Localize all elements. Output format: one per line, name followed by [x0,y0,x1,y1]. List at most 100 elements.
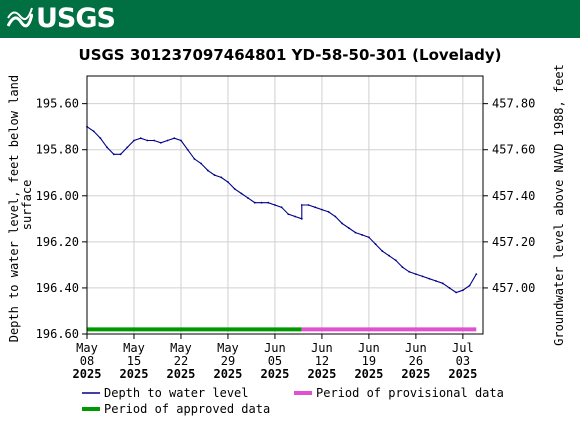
data-point [220,176,223,179]
data-point [354,231,357,234]
data-point [260,201,263,204]
data-point [334,215,337,218]
data-point [200,162,203,165]
x-tick-label: 12 [315,354,329,368]
x-axis: May082025May152025May222025May292025Jun0… [73,334,477,381]
data-point [428,277,431,280]
data-point [146,139,149,142]
data-point [280,206,283,209]
data-point [253,201,256,204]
x-tick-label: 08 [80,354,94,368]
data-point [300,217,303,220]
x-tick-label: 2025 [213,367,242,381]
data-point [394,259,397,262]
right-axis-label: Groundwater level above NAVD 1988, feet [552,64,566,346]
x-tick-label: Jun [358,341,380,355]
data-point [133,139,135,142]
right-tick-label: 457.20 [492,235,535,249]
right-tick-label: 457.80 [492,97,535,111]
x-tick-label: 22 [174,354,188,368]
data-point [421,275,424,278]
data-point [92,130,95,133]
gridlines [87,76,483,334]
data-point [206,169,209,172]
left-tick-label: 196.00 [36,189,79,203]
left-tick-label: 196.40 [36,281,79,295]
left-tick-label: 195.60 [36,97,79,111]
usgs-banner: USGS [0,0,580,38]
series-line-depth [86,126,477,294]
legend-label-depth: Depth to water level [104,386,249,400]
plot-border [86,75,484,335]
left-axis-label-line-2: surface [20,180,34,231]
data-point [361,234,364,236]
x-tick-label: 2025 [167,367,196,381]
data-point [347,227,350,229]
data-point [300,204,303,206]
data-point [227,181,229,183]
data-point [367,236,370,239]
left-tick-label: 196.20 [36,235,79,249]
data-point [267,201,270,204]
x-tick-label: Jun [264,341,286,355]
data-point [294,215,296,218]
left-tick-label: 195.80 [36,143,79,157]
left-tick-label: 196.60 [36,327,79,341]
data-point [233,187,236,190]
x-tick-label: 29 [221,354,235,368]
x-tick-label: Jun [405,341,427,355]
data-point [314,206,317,209]
data-point [401,266,404,269]
x-tick-label: May [123,341,145,355]
x-tick-label: 2025 [120,367,149,381]
left-axis-label: Depth to water level, feet below land su… [7,68,34,343]
legend-label-approved: Period of approved data [104,402,270,416]
data-point [112,153,115,156]
plot-area [87,76,483,334]
data-point [153,139,156,142]
data-point [327,211,330,213]
data-point [274,204,276,206]
data-point [287,213,290,216]
data-point [381,250,384,252]
right-tick-label: 457.40 [492,189,535,203]
data-point [414,273,417,276]
data-point [448,287,451,289]
data-point [106,146,109,149]
usgs-wave-icon [7,6,33,32]
x-tick-label: 2025 [354,367,383,381]
data-point [441,282,444,285]
usgs-logo-text: USGS [36,3,116,34]
data-point [166,139,169,142]
x-tick-label: 2025 [260,367,289,381]
data-point [247,197,249,199]
x-tick-label: 2025 [448,367,477,381]
data-point [341,222,343,225]
chart-canvas: USGS 301237097464801 YD-58-50-301 (Lovel… [7,46,566,416]
x-tick-label: 26 [409,354,423,368]
data-point [139,137,142,140]
right-tick-label: 457.00 [492,281,535,295]
data-point [180,139,182,142]
data-point [213,174,216,176]
data-point [307,204,310,206]
x-tick-label: May [76,341,98,355]
right-tick-label: 457.60 [492,143,535,157]
left-axis-label-line-1: Depth to water level, feet below land [7,75,21,342]
x-tick-label: 2025 [73,367,102,381]
data-point [475,273,478,276]
x-tick-label: 19 [362,354,376,368]
data-point [159,141,162,144]
data-point [461,289,464,292]
data-point [374,243,377,246]
data-point [435,280,437,282]
data-point [193,158,196,160]
x-tick-label: 05 [268,354,282,368]
x-tick-label: May [217,341,239,355]
x-tick-label: 2025 [401,367,430,381]
data-point [173,137,176,140]
x-tick-label: 15 [127,354,141,368]
data-point [119,153,122,156]
data-point [455,291,458,294]
